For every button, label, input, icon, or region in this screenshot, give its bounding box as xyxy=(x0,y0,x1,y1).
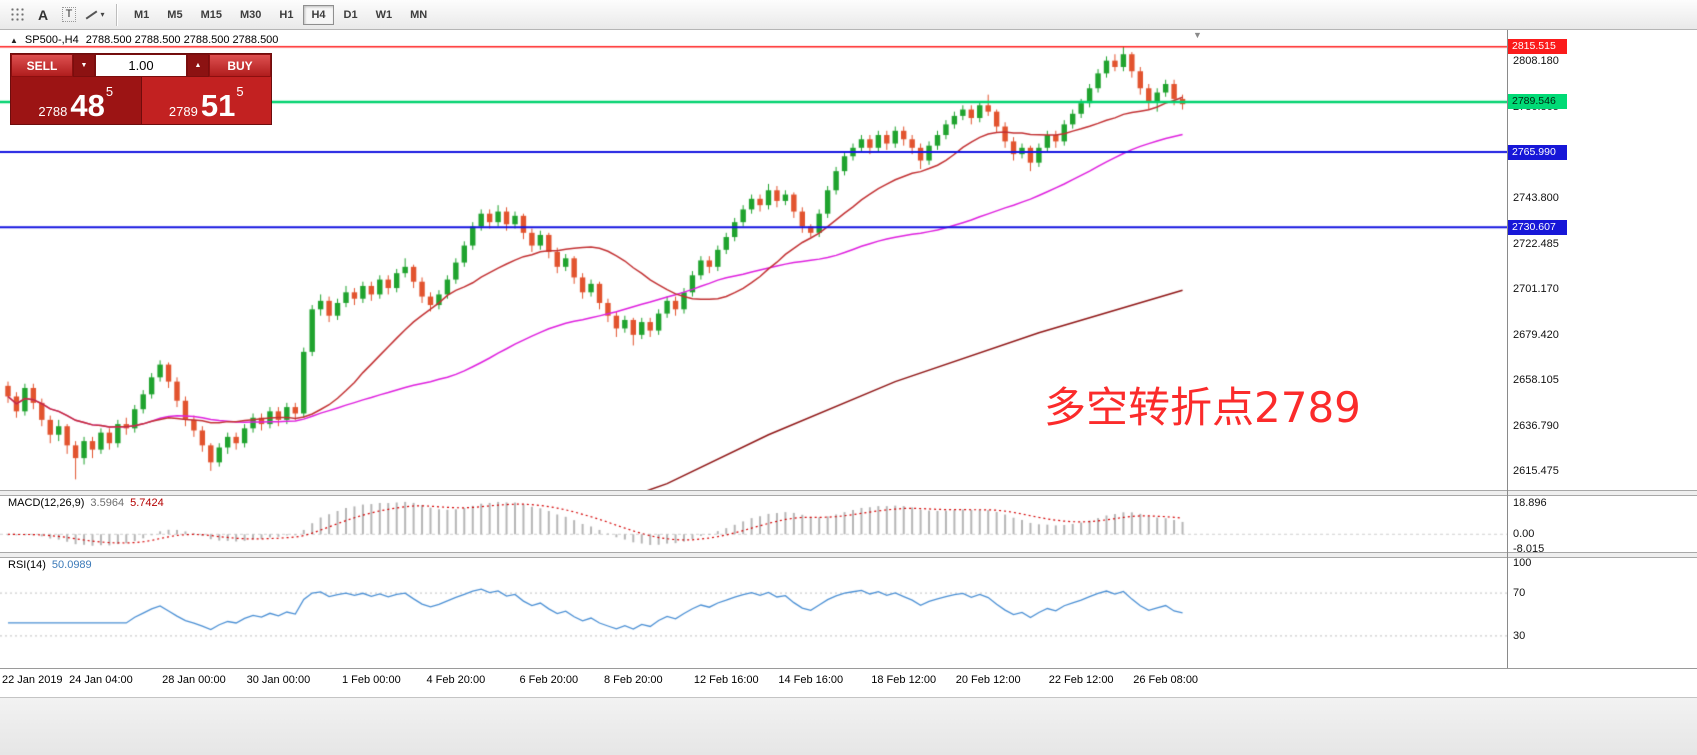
macd-name: MACD(12,26,9) xyxy=(8,497,85,509)
timeframe-m30-button[interactable]: M30 xyxy=(232,5,269,25)
date-axis-label: 1 Feb 00:00 xyxy=(341,674,401,686)
volume-up-button[interactable]: ▲ xyxy=(187,54,209,77)
one-click-trading-panel: SELL ▼ ▲ BUY 2788 48 5 2789 51 5 xyxy=(10,53,272,125)
timeframe-w1-button[interactable]: W1 xyxy=(368,5,401,25)
date-axis-label: 26 Feb 08:00 xyxy=(1133,674,1199,686)
price-axis-label: 2679.420 xyxy=(1513,329,1559,342)
sell-price-sup: 5 xyxy=(105,84,114,99)
sell-button[interactable]: SELL xyxy=(11,54,73,77)
macd-indicator-label: MACD(12,26,9) 3.5964 5.7424 xyxy=(8,497,164,509)
buy-price[interactable]: 2789 51 5 xyxy=(141,77,271,124)
price-tag: 2815.515 xyxy=(1508,39,1567,55)
price-axis-label: 2808.180 xyxy=(1513,55,1559,68)
rsi-name: RSI(14) xyxy=(8,559,46,571)
date-axis-label: 30 Jan 00:00 xyxy=(246,674,311,686)
rsi-axis-label: 70 xyxy=(1513,587,1526,600)
price-axis-label: 2722.485 xyxy=(1513,237,1559,250)
sell-price-small: 2788 xyxy=(38,103,68,119)
date-axis-label: 14 Feb 16:00 xyxy=(778,674,844,686)
price-axis-label: 2658.105 xyxy=(1513,374,1559,387)
date-axis-label: 8 Feb 20:00 xyxy=(603,674,663,686)
toolbar: A T ▾ M1 M5 M15 M30 H1 H4 D1 W1 MN xyxy=(0,0,1697,30)
date-axis-label: 22 Feb 12:00 xyxy=(1048,674,1114,686)
trade-panel-prices: 2788 48 5 2789 51 5 xyxy=(11,77,271,124)
sell-price-big: 48 xyxy=(70,88,105,124)
sell-price[interactable]: 2788 48 5 xyxy=(11,77,142,124)
rsi-panel-divider[interactable] xyxy=(0,552,1697,558)
price-tag: 2765.990 xyxy=(1508,144,1567,160)
chart-annotation-text: 多空转折点2789 xyxy=(1044,383,1361,432)
price-axis-label: 2615.475 xyxy=(1513,464,1559,477)
buy-price-small: 2789 xyxy=(168,103,198,119)
macd-axis-label: 18.896 xyxy=(1513,497,1547,509)
letter-t-icon: T xyxy=(61,7,77,22)
price-axis: 2808.1802786.8652765.5502743.8002722.485… xyxy=(1507,0,1697,755)
trade-panel-controls: SELL ▼ ▲ BUY xyxy=(11,54,271,77)
line-tools-button[interactable]: ▾ xyxy=(82,3,108,27)
price-axis-label: 2701.170 xyxy=(1513,282,1559,295)
chevron-down-icon: ▼ xyxy=(80,62,88,69)
toolbar-separator xyxy=(116,3,117,26)
price-tag: 2789.546 xyxy=(1508,94,1567,110)
timeframe-m5-button[interactable]: M5 xyxy=(159,5,190,25)
time-axis: 22 Jan 2019 24 Jan 04:00 28 Jan 00:00 30 Ja… xyxy=(0,674,1507,692)
symbol-period: SP500-,H4 xyxy=(24,34,79,46)
symbol-triangle-icon: ▲ xyxy=(10,35,18,45)
date-axis-label: 6 Feb 20:00 xyxy=(519,674,579,686)
price-axis-line xyxy=(1507,30,1508,668)
date-axis-label: 12 Feb 16:00 xyxy=(693,674,759,686)
rsi-axis-label: 100 xyxy=(1513,557,1532,569)
volume-input[interactable] xyxy=(95,54,187,77)
timeframe-d1-button[interactable]: D1 xyxy=(336,5,366,25)
date-axis-label: 18 Feb 12:00 xyxy=(871,674,937,686)
letter-a-icon: A xyxy=(37,6,49,23)
timeframe-group: M1 M5 M15 M30 H1 H4 D1 W1 MN xyxy=(125,4,436,25)
ohlc-values: 2788.500 2788.500 2788.500 2788.500 xyxy=(85,34,279,46)
timeframe-m1-button[interactable]: M1 xyxy=(126,5,157,25)
macd-axis-label: -8.015 xyxy=(1513,543,1545,556)
buy-button[interactable]: BUY xyxy=(209,54,271,77)
buy-price-big: 51 xyxy=(200,88,236,124)
date-axis-label: 28 Jan 00:00 xyxy=(162,674,226,686)
macd-main-value: 3.5964 xyxy=(90,497,125,509)
timeframe-mn-button[interactable]: MN xyxy=(402,5,435,25)
text-label-tool-button[interactable]: A xyxy=(30,3,56,27)
bottom-panel xyxy=(0,697,1697,755)
buy-price-sup: 5 xyxy=(236,84,244,99)
chart-canvas[interactable] xyxy=(0,30,1507,668)
price-axis-label: 2636.790 xyxy=(1513,419,1559,432)
chevron-up-icon: ▲ xyxy=(194,62,202,69)
time-axis-line xyxy=(0,668,1697,669)
timeframe-h4-button[interactable]: H4 xyxy=(303,4,334,25)
date-axis-label: 4 Feb 20:00 xyxy=(426,674,486,686)
chevron-down-icon: ▾ xyxy=(100,10,105,19)
date-axis-label: 22 Jan 2019 xyxy=(2,674,63,686)
shift-marker-icon: ▼ xyxy=(1193,30,1202,40)
date-axis-label: 20 Feb 12:00 xyxy=(955,674,1021,686)
rsi-axis-label: 30 xyxy=(1513,629,1526,642)
date-axis-label: 24 Jan 04:00 xyxy=(69,674,133,686)
rsi-indicator-label: RSI(14) 50.0989 xyxy=(8,559,92,571)
macd-axis-label: 0.00 xyxy=(1513,528,1535,541)
rsi-value: 50.0989 xyxy=(51,559,92,571)
text-box-tool-button[interactable]: T xyxy=(56,3,82,27)
macd-signal-value: 5.7424 xyxy=(130,497,164,509)
volume-dropdown-button[interactable]: ▼ xyxy=(73,54,95,77)
price-axis-label: 2743.800 xyxy=(1513,192,1559,205)
macd-panel-divider[interactable] xyxy=(0,490,1697,496)
trendline-icon xyxy=(86,9,98,20)
grid-tool-button[interactable] xyxy=(4,3,30,27)
grid-icon xyxy=(9,7,25,22)
timeframe-h1-button[interactable]: H1 xyxy=(271,5,301,25)
ohlc-header: ▲ SP500-,H4 2788.500 2788.500 2788.500 2… xyxy=(10,34,278,46)
timeframe-m15-button[interactable]: M15 xyxy=(193,5,230,25)
price-tag: 2730.607 xyxy=(1508,219,1567,235)
